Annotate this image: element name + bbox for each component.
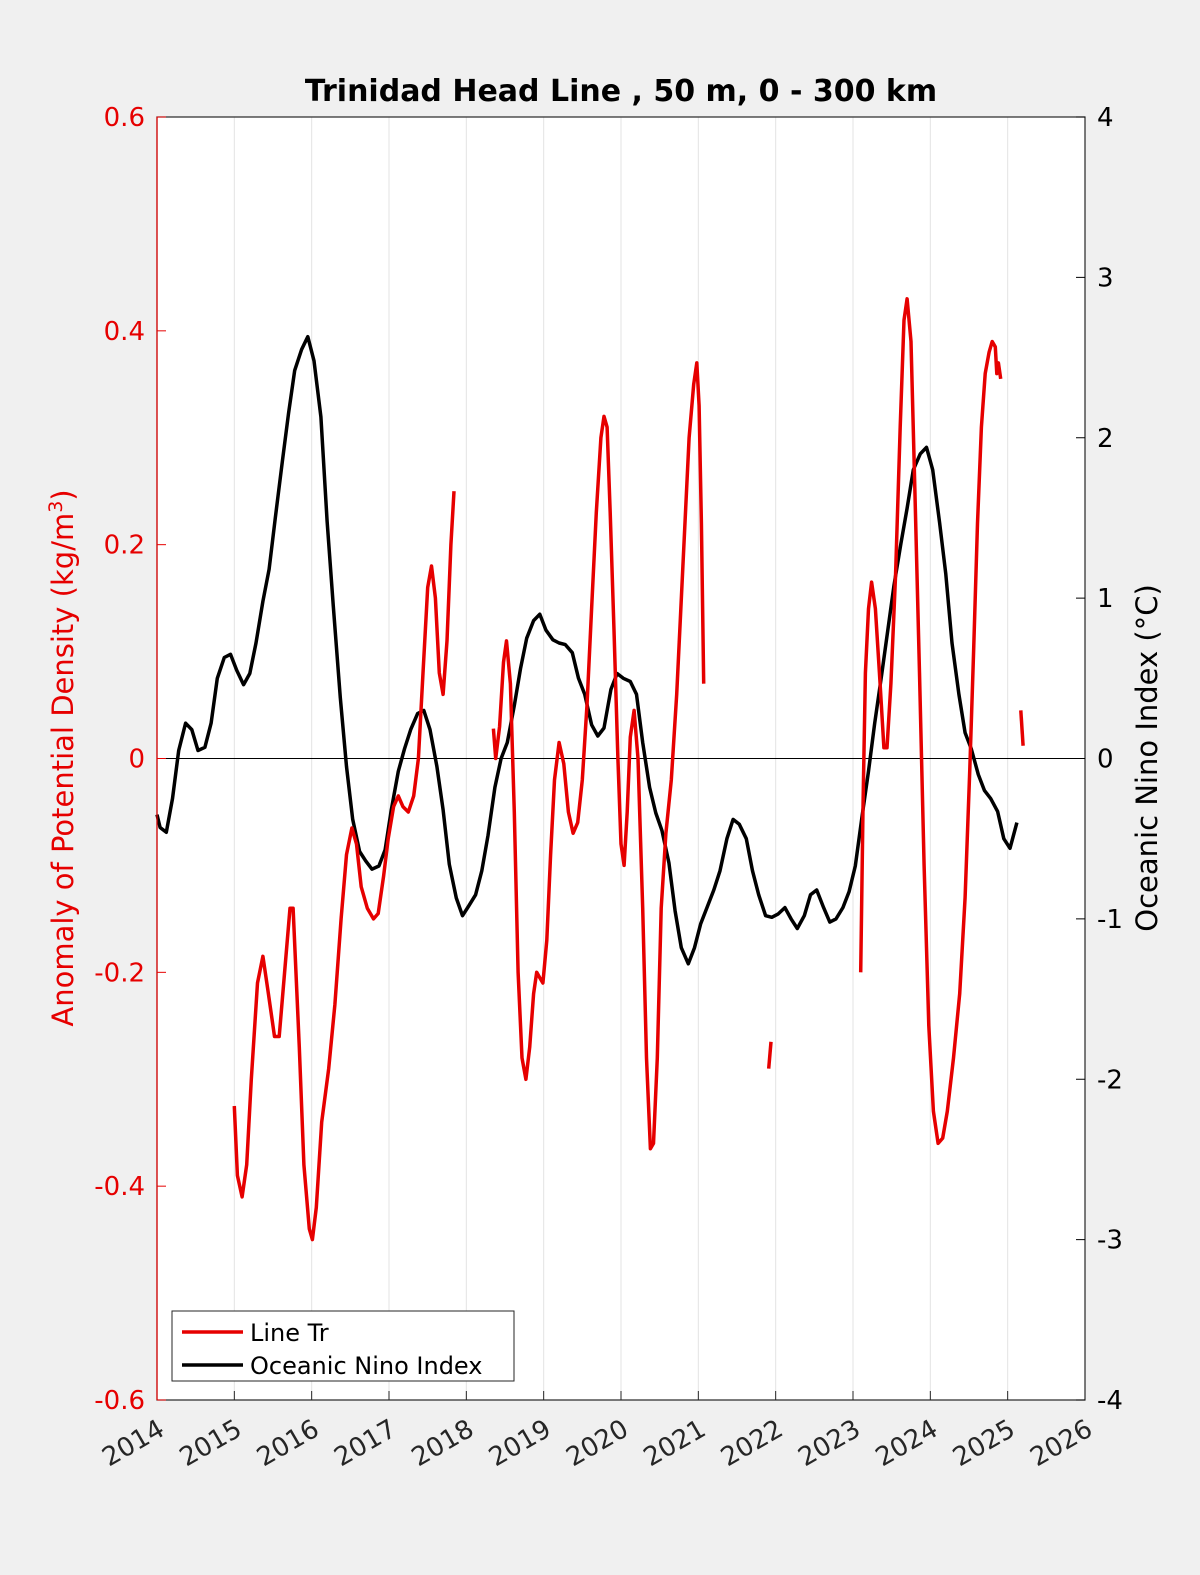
right-y-tick-label-4: 4	[1097, 103, 1114, 133]
right-y-tick-label-2: 2	[1097, 424, 1114, 454]
right-y-axis-label: Oceanic Nino Index (°C)	[1130, 584, 1164, 932]
series-layer	[155, 297, 1025, 1242]
right-y-tick-label--2: -2	[1097, 1065, 1123, 1095]
series-line-tr-segment-0	[232, 491, 456, 1242]
legend-box	[171, 1310, 515, 1382]
right-y-tick-label--4: -4	[1097, 1386, 1123, 1416]
series-line-tr-segment-3	[858, 297, 1003, 1146]
right-y-tick-label-3: 3	[1097, 263, 1114, 293]
series-line-tr-segment-1	[491, 361, 706, 1151]
left-y-axis: 0.6 0.4 0.2 0 -0.2 -0.4 -0.6	[94, 103, 166, 1416]
left-y-tick-label-0.2: 0.2	[104, 531, 145, 561]
right-y-tick-label--1: -1	[1097, 905, 1123, 935]
left-y-tick-label--0.4: -0.4	[94, 1172, 145, 1202]
right-y-tick-label--3: -3	[1097, 1226, 1123, 1256]
left-y-tick-label-0.4: 0.4	[104, 317, 145, 347]
legend-label-oni: Oceanic Nino Index	[250, 1352, 482, 1380]
series-line-tr-segment-4	[1019, 710, 1025, 746]
series-oni-segment-0	[155, 334, 1019, 966]
left-y-axis-label: Anomaly of Potential Density (kg/m3)	[45, 489, 80, 1026]
left-y-tick-label-0: 0	[128, 745, 145, 775]
right-y-axis: 4 3 2 1 0 -1 -2 -3 -4	[1076, 103, 1123, 1416]
left-y-tick-label--0.2: -0.2	[94, 958, 145, 988]
legend-label-line-tr: Line Tr	[250, 1319, 329, 1347]
right-y-tick-label-1: 1	[1097, 584, 1114, 614]
right-y-tick-label-0: 0	[1097, 745, 1114, 775]
series-line-tr-segment-2	[766, 1041, 773, 1069]
legend: Line Tr Oceanic Nino Index	[171, 1310, 515, 1382]
chart-title: Trinidad Head Line , 50 m, 0 - 300 km	[305, 74, 937, 109]
left-y-tick-label--0.6: -0.6	[94, 1386, 145, 1416]
left-y-tick-label-0.6: 0.6	[104, 103, 145, 133]
